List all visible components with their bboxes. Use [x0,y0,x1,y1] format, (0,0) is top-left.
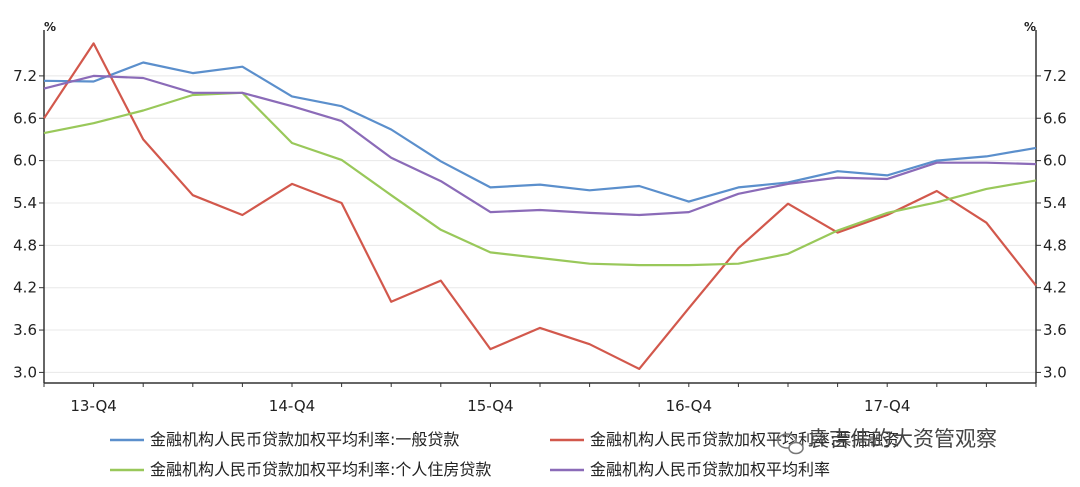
y-tick-label-left: 4.2 [13,279,37,297]
y-tick-label-right: 3.0 [1043,363,1067,381]
y-tick-labels-left: 3.0 3.6 4.2 4.8 5.4 6.0 6.6 7.2 [13,67,44,381]
y-tick-label-right: 5.4 [1043,194,1067,212]
series-line-4 [43,74,1037,217]
legend-label-2: 金融机构人民币贷款加权平均利率:票据融资 [590,430,899,449]
y-tick-label-left: 4.8 [13,236,37,254]
series-line-3 [43,91,1037,267]
legend-label-1: 金融机构人民币贷款加权平均利率:一般贷款 [150,430,459,449]
series-lines [43,42,1037,370]
y-tick-label-right: 6.6 [1043,109,1067,127]
left-axis-unit: % [44,20,56,34]
y-tick-labels-right: 3.0 3.6 4.2 4.8 5.4 6.0 6.6 7.2 [1036,67,1067,381]
right-axis-unit: % [1024,20,1036,34]
wechat-logo-icon [777,433,804,455]
y-tick-label-right: 7.2 [1043,67,1067,85]
series-line-2 [43,42,1037,370]
x-tick-label: 15-Q4 [467,397,513,415]
x-tick-label: 14-Q4 [269,397,315,415]
axes: % % [43,20,1037,384]
y-tick-label-left: 5.4 [13,194,37,212]
y-tick-label-left: 3.6 [13,321,37,339]
legend-label-3: 金融机构人民币贷款加权平均利率:个人住房贷款 [150,460,491,479]
y-tick-label-right: 4.2 [1043,279,1067,297]
y-tick-label-right: 4.8 [1043,236,1067,254]
x-tick-label: 17-Q4 [864,397,910,415]
y-tick-label-left: 7.2 [13,67,37,85]
y-tick-label-right: 6.0 [1043,152,1067,170]
y-tick-label-left: 6.0 [13,152,37,170]
legend: 金融机构人民币贷款加权平均利率:一般贷款 金融机构人民币贷款加权平均利率:票据融资… [110,430,899,479]
watermark-text: 袁吉伟的大资管观察 [808,427,997,451]
y-tick-label-left: 3.0 [13,363,37,381]
series-line-1 [43,61,1037,203]
legend-label-4: 金融机构人民币贷款加权平均利率 [590,460,830,479]
x-tick-label: 16-Q4 [666,397,712,415]
y-tick-label-left: 6.6 [13,109,37,127]
x-tick-labels: 13-Q4 14-Q4 15-Q4 16-Q4 17-Q4 [43,383,1037,415]
y-tick-label-right: 3.6 [1043,321,1067,339]
x-tick-label: 13-Q4 [70,397,116,415]
